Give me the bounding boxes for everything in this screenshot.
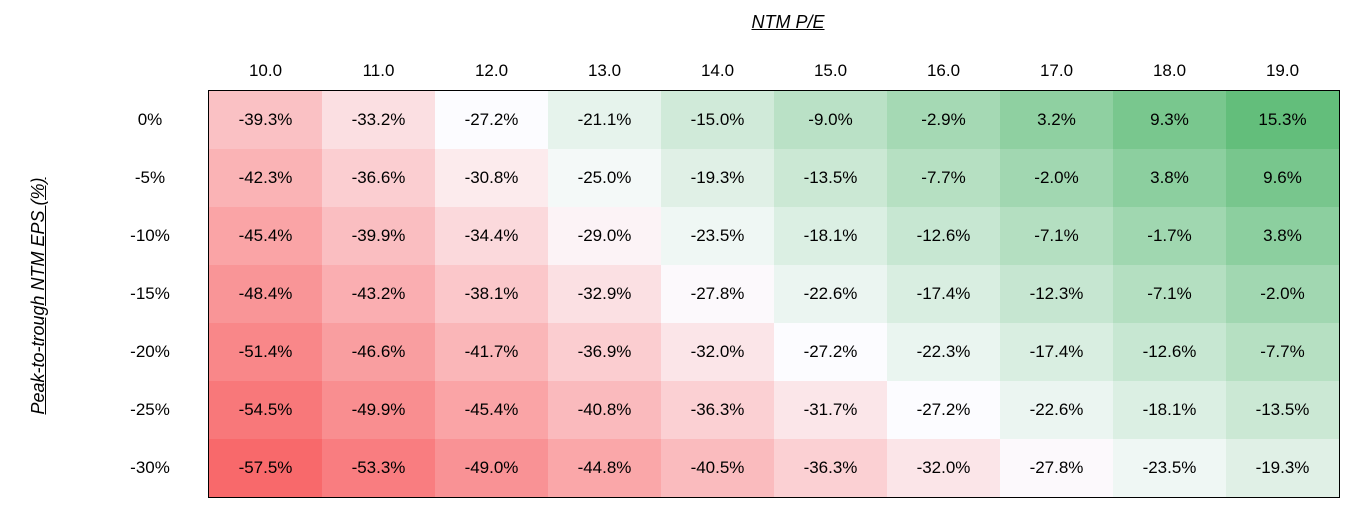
row-label: -10% (130, 226, 170, 245)
heatmap-cell: -9.0% (774, 91, 887, 149)
column-label: 10.0 (248, 61, 283, 80)
row-label: -25% (130, 400, 170, 419)
heatmap-cell: 3.8% (1226, 207, 1339, 265)
heatmap-cell: -12.6% (1113, 323, 1226, 381)
column-label: 13.0 (587, 61, 622, 80)
column-label: 11.0 (362, 61, 395, 80)
heatmap-cell: -2.0% (1226, 265, 1339, 323)
y-axis-title: Peak-to-trough NTM EPS (%) (28, 177, 48, 415)
heatmap-cell: -22.3% (887, 323, 1000, 381)
heatmap-cell: -51.4% (209, 323, 322, 381)
heatmap-grid: -39.3% -33.2% -27.2% -21.1% -15.0% -9.0% -2.9%… (208, 90, 1340, 498)
heatmap-cell: -7.1% (1000, 207, 1113, 265)
heatmap-cell: -23.5% (661, 207, 774, 265)
row-header-column: 0% -5% -10% -15% -20% -25% -30% (95, 91, 205, 497)
heatmap-cell: -53.3% (322, 439, 435, 497)
heatmap-cell: -33.2% (322, 91, 435, 149)
heatmap-cell: 15.3% (1226, 91, 1339, 149)
heatmap-cell: -54.5% (209, 381, 322, 439)
heatmap-cell: -7.7% (887, 149, 1000, 207)
heatmap-cell: -49.0% (435, 439, 548, 497)
row-label: 0% (137, 110, 163, 129)
heatmap-cell: -31.7% (774, 381, 887, 439)
heatmap-cell: -23.5% (1113, 439, 1226, 497)
heatmap-cell: -19.3% (661, 149, 774, 207)
heatmap-cell: -18.1% (774, 207, 887, 265)
heatmap-cell: -46.6% (322, 323, 435, 381)
heatmap-cell: -41.7% (435, 323, 548, 381)
heatmap-cell: -45.4% (209, 207, 322, 265)
heatmap-cell: 3.8% (1113, 149, 1226, 207)
heatmap-cell: -36.3% (661, 381, 774, 439)
heatmap-cell: -15.0% (661, 91, 774, 149)
heatmap-cell: -21.1% (548, 91, 661, 149)
heatmap-cell: -27.8% (661, 265, 774, 323)
heatmap-cell: -27.8% (1000, 439, 1113, 497)
heatmap-cell: -12.3% (1000, 265, 1113, 323)
heatmap-cell: -39.9% (322, 207, 435, 265)
heatmap-cell: -27.2% (774, 323, 887, 381)
column-label: 18.0 (1152, 61, 1187, 80)
heatmap-cell: -22.6% (1000, 381, 1113, 439)
heatmap-cell: -48.4% (209, 265, 322, 323)
heatmap-cell: -36.3% (774, 439, 887, 497)
heatmap-cell: -17.4% (887, 265, 1000, 323)
heatmap-cell: -13.5% (1226, 381, 1339, 439)
heatmap-cell: -42.3% (209, 149, 322, 207)
column-header-row: 10.0 11.0 12.0 13.0 14.0 15.0 16.0 17.0 18.0 19.0 (209, 56, 1339, 86)
heatmap-cell: -27.2% (887, 381, 1000, 439)
heatmap-cell: -32.0% (661, 323, 774, 381)
row-label: -20% (130, 342, 170, 361)
heatmap-cell: -22.6% (774, 265, 887, 323)
column-label: 14.0 (700, 61, 735, 80)
column-label: 15.0 (813, 61, 848, 80)
heatmap-cell: 9.3% (1113, 91, 1226, 149)
column-label: 12.0 (474, 61, 509, 80)
heatmap-cell: -7.1% (1113, 265, 1226, 323)
heatmap-cell: -19.3% (1226, 439, 1339, 497)
heatmap-cell: -32.9% (548, 265, 661, 323)
heatmap-cell: 3.2% (1000, 91, 1113, 149)
heatmap-cell: -40.5% (661, 439, 774, 497)
column-label: 16.0 (926, 61, 961, 80)
heatmap-cell: -12.6% (887, 207, 1000, 265)
heatmap-cell: -18.1% (1113, 381, 1226, 439)
row-label: -30% (130, 458, 170, 477)
heatmap-cell: -13.5% (774, 149, 887, 207)
heatmap-cell: -40.8% (548, 381, 661, 439)
heatmap-cell: -36.6% (322, 149, 435, 207)
column-label: 19.0 (1265, 61, 1300, 80)
row-label: -5% (134, 168, 166, 187)
heatmap-cell: -2.0% (1000, 149, 1113, 207)
heatmap-cell: -38.1% (435, 265, 548, 323)
heatmap-cell: -27.2% (435, 91, 548, 149)
heatmap-cell: -2.9% (887, 91, 1000, 149)
heatmap-cell: -29.0% (548, 207, 661, 265)
heatmap-cell: -25.0% (548, 149, 661, 207)
heatmap-cell: -1.7% (1113, 207, 1226, 265)
heatmap-cell: -7.7% (1226, 323, 1339, 381)
heatmap-cell: -57.5% (209, 439, 322, 497)
x-axis-title: NTM P/E (751, 12, 825, 32)
heatmap-cell: -30.8% (435, 149, 548, 207)
row-label: -15% (130, 284, 170, 303)
heatmap-cell: 9.6% (1226, 149, 1339, 207)
heatmap-cell: -44.8% (548, 439, 661, 497)
heatmap-cell: -39.3% (209, 91, 322, 149)
heatmap-cell: -45.4% (435, 381, 548, 439)
heatmap-cell: -36.9% (548, 323, 661, 381)
heatmap-cell: -34.4% (435, 207, 548, 265)
heatmap-cell: -43.2% (322, 265, 435, 323)
column-label: 17.0 (1039, 61, 1074, 80)
heatmap-cell: -32.0% (887, 439, 1000, 497)
heatmap-cell: -17.4% (1000, 323, 1113, 381)
heatmap-cell: -49.9% (322, 381, 435, 439)
